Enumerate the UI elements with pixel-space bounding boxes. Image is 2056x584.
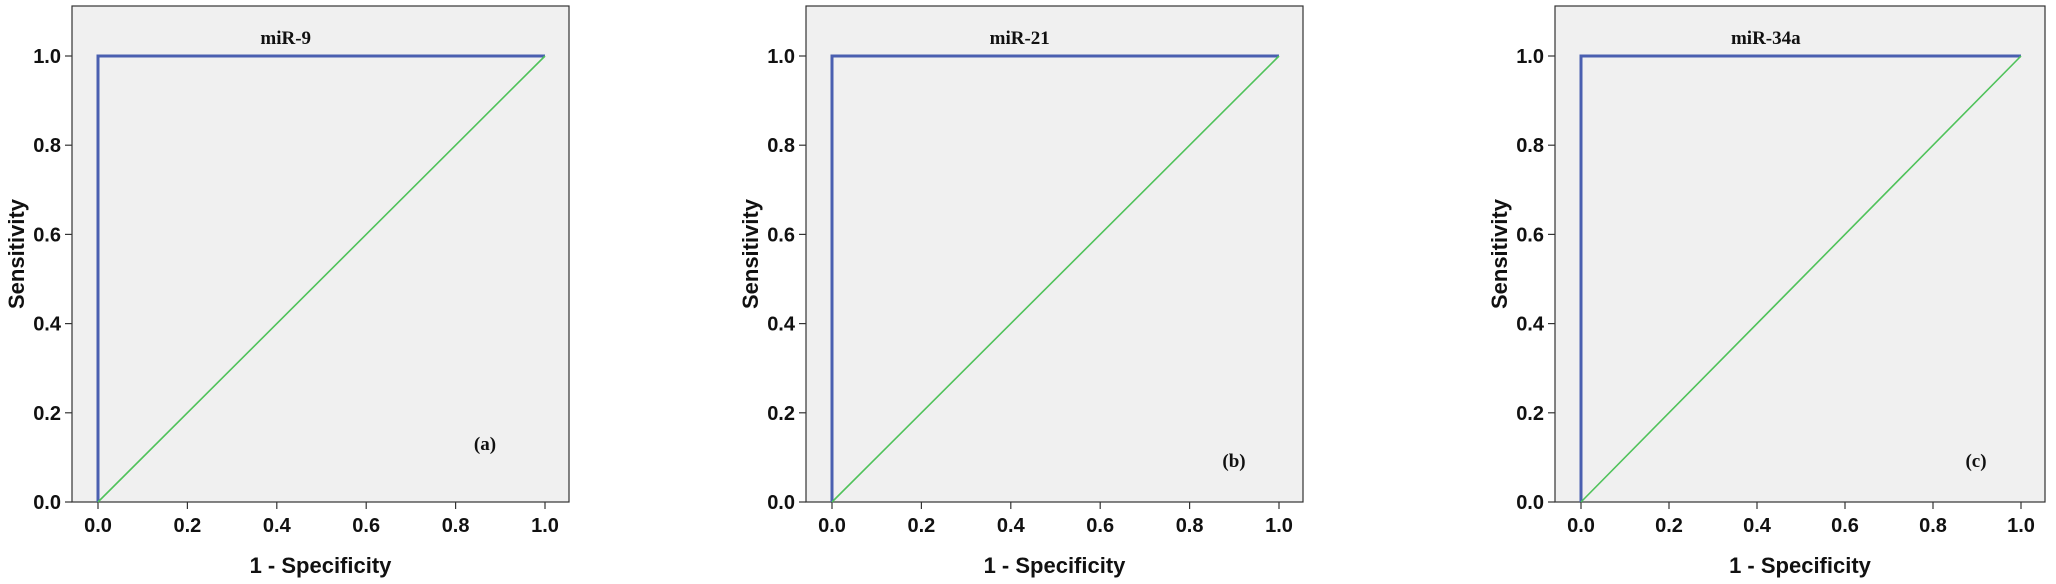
y-tick-label: 0.8 <box>33 135 61 157</box>
y-tick-label: 0.2 <box>33 403 61 425</box>
y-tick-label: 1.0 <box>1516 46 1544 68</box>
y-tick-label: 0.4 <box>33 314 62 336</box>
panel-title: miR-9 <box>260 28 311 49</box>
reference-diagonal-line <box>1580 55 2022 503</box>
y-tick-label: 0.4 <box>767 314 796 336</box>
x-tick-label: 0.6 <box>1086 515 1114 537</box>
y-tick-label: 0.6 <box>33 224 61 246</box>
x-tick-label: 0.2 <box>907 515 935 537</box>
y-tick-label: 0.6 <box>1516 224 1544 246</box>
y-tick-label: 0.8 <box>767 135 795 157</box>
x-tick-label: 0.8 <box>1919 515 1947 537</box>
roc-curve-line <box>830 54 1279 502</box>
y-axis-label: Sensitivity <box>738 198 763 309</box>
roc-panel-1: 0.0 0.2 0.4 0.6 0.8 1.0 0.0 0.2 0.4 0.6 0.8 1.0 1 - … <box>4 5 570 578</box>
x-tick-label: 0.2 <box>1655 515 1683 537</box>
x-axis-label: 1 - Specificity <box>250 553 393 578</box>
x-tick-label: 0.0 <box>1567 515 1595 537</box>
y-tick-label: 0.0 <box>1516 492 1544 514</box>
panel-title: miR-34a <box>1731 28 1801 49</box>
x-tick-label: 0.2 <box>173 515 201 537</box>
y-tick-label: 0.2 <box>767 403 795 425</box>
x-tick-label: 1.0 <box>531 515 559 537</box>
y-tick-label: 1.0 <box>33 46 61 68</box>
y-tick-label: 0.6 <box>767 224 795 246</box>
y-tick-label: 0.0 <box>767 492 795 514</box>
y-tick-label: 0.0 <box>33 492 61 514</box>
x-tick-label: 0.4 <box>997 515 1026 537</box>
panel-title: miR-21 <box>990 28 1050 49</box>
x-tick-label: 0.8 <box>442 515 470 537</box>
y-tick-label: 0.2 <box>1516 403 1544 425</box>
roc-curve-line <box>1579 54 2021 502</box>
plot-area <box>71 5 570 503</box>
x-tick-label: 1.0 <box>2007 515 2035 537</box>
panel-label: (c) <box>1965 451 1986 472</box>
x-tick-label: 0.6 <box>1831 515 1859 537</box>
panel-label: (b) <box>1222 451 1245 472</box>
reference-diagonal-line <box>831 55 1280 503</box>
x-axis-label: 1 - Specificity <box>984 553 1127 578</box>
x-tick-label: 0.0 <box>818 515 846 537</box>
x-tick-label: 0.0 <box>84 515 112 537</box>
roc-panel-2: 0.0 0.2 0.4 0.6 0.8 1.0 0.0 0.2 0.4 0.6 0.8 1.0 1 - … <box>738 5 1304 578</box>
y-axis-label: Sensitivity <box>1487 198 1512 309</box>
x-tick-label: 1.0 <box>1265 515 1293 537</box>
y-axis-label: Sensitivity <box>4 198 29 309</box>
plot-area <box>805 5 1304 503</box>
y-tick-label: 0.8 <box>1516 135 1544 157</box>
x-tick-label: 0.8 <box>1176 515 1204 537</box>
x-tick-label: 0.4 <box>263 515 292 537</box>
x-tick-label: 0.4 <box>1743 515 1772 537</box>
x-axis-label: 1 - Specificity <box>1729 553 1872 578</box>
y-tick-label: 0.4 <box>1516 314 1545 336</box>
x-tick-label: 0.6 <box>352 515 380 537</box>
y-tick-label: 1.0 <box>767 46 795 68</box>
roc-panel-3: 0.0 0.2 0.4 0.6 0.8 1.0 0.0 0.2 0.4 0.6 0.8 1.0 1 - … <box>1487 5 2046 578</box>
reference-diagonal-line <box>97 55 546 503</box>
plot-area <box>1554 5 2046 503</box>
roc-curve-line <box>96 54 545 502</box>
panel-label: (a) <box>474 434 496 455</box>
